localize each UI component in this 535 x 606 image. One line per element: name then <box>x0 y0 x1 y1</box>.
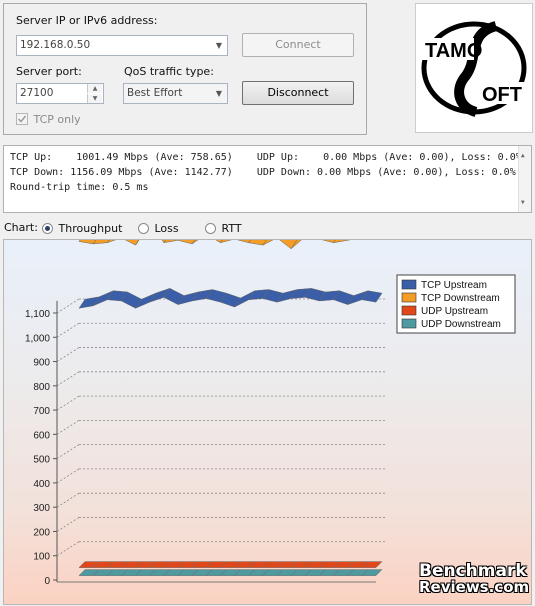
radio-throughput[interactable]: Throughput <box>42 221 122 235</box>
series-segment-1 <box>279 240 298 250</box>
radio-loss-label: Loss <box>154 221 179 235</box>
logo-text-bottom: OFT <box>482 84 522 106</box>
gridline-depth <box>56 347 80 362</box>
stats-scrollbar[interactable]: ▲ ▼ <box>518 146 531 212</box>
series-segment-1 <box>248 240 267 246</box>
series-segment-1 <box>333 240 349 244</box>
y-tick-label: 1,000 <box>25 333 50 344</box>
watermark-line-1: Benchmark <box>419 561 527 581</box>
tcp-only-checkbox[interactable]: TCP only <box>16 112 136 126</box>
series-segment-1 <box>106 240 116 244</box>
y-tick-label: 100 <box>33 552 50 563</box>
check-icon <box>17 115 27 123</box>
stats-line-1: TCP Up: 1001.49 Mbps (Ave: 758.65) UDP U… <box>10 152 522 163</box>
y-tick-label: 200 <box>33 527 50 538</box>
stats-line-3: Round-trip time: 0.5 ms <box>10 182 149 193</box>
series-segment-1 <box>237 240 251 243</box>
radio-button-icon[interactable] <box>205 222 216 234</box>
radio-rtt[interactable]: RTT <box>205 221 242 235</box>
y-tick-label: 400 <box>33 479 50 490</box>
connection-panel: Server IP or IPv6 address: 192.168.0.50 … <box>3 3 367 135</box>
chevron-down-icon[interactable]: ▼ <box>215 41 223 50</box>
connect-button[interactable]: Connect <box>242 33 354 57</box>
stats-line-2: TCP Down: 1156.09 Mbps (Ave: 1142.77) UD… <box>10 167 516 178</box>
gridline-depth <box>56 541 80 557</box>
legend-swatch <box>401 305 417 316</box>
series-segment-1 <box>163 240 179 244</box>
gridline-depth <box>56 468 80 484</box>
legend-swatch <box>401 318 417 329</box>
y-tick-label: 600 <box>33 430 50 441</box>
watermark-line-2: Reviews.com <box>419 578 530 596</box>
legend-swatch <box>401 292 417 303</box>
server-port-value: 27100 <box>20 87 54 99</box>
gridline-depth <box>56 395 80 411</box>
series-segment-2 <box>361 561 383 568</box>
gridline-depth <box>56 517 80 532</box>
y-tick-label: 0 <box>44 576 50 587</box>
chart-label: Chart: <box>4 221 38 234</box>
gridline-depth <box>56 444 80 459</box>
legend-label: TCP Downstream <box>421 293 500 304</box>
gridline-depth <box>56 371 80 387</box>
series-segment-1 <box>262 240 274 246</box>
scroll-up-icon[interactable]: ▲ <box>521 152 525 159</box>
throughput-chart: 0 100 200 300 400 500 600 700 800 900 1,000 1,100 TC… <box>3 239 532 605</box>
server-address-value: 192.168.0.50 <box>20 39 91 51</box>
y-tick-label: 1,100 <box>25 309 50 320</box>
scroll-down-icon[interactable]: ▼ <box>521 199 525 206</box>
y-tick-label: 800 <box>33 382 50 393</box>
series-segment-1 <box>135 240 140 246</box>
gridline-depth <box>56 322 80 338</box>
series-segment-1 <box>322 240 336 243</box>
series-segment-1 <box>191 240 199 245</box>
qos-label: QoS traffic type: <box>124 65 214 78</box>
legend-swatch <box>401 279 417 290</box>
tamosoft-logo: TAMO OFT <box>415 3 533 133</box>
series-segment-1 <box>78 240 97 245</box>
qos-select[interactable]: Best Effort ▼ <box>123 83 228 104</box>
radio-button-icon[interactable] <box>42 222 53 234</box>
legend-label: TCP Upstream <box>421 280 487 291</box>
y-tick-label: 700 <box>33 406 50 417</box>
series-segment-1 <box>219 240 232 244</box>
radio-throughput-label: Throughput <box>58 221 123 235</box>
chart-selector: Chart: <box>4 221 38 235</box>
chart-legend <box>396 274 516 334</box>
series-segment-0 <box>361 290 383 303</box>
checkbox-box[interactable] <box>16 113 28 125</box>
series-segment-3 <box>361 569 383 576</box>
statistics-panel: TCP Up: 1001.49 Mbps (Ave: 758.65) UDP U… <box>3 145 532 213</box>
qos-value: Best Effort <box>127 87 183 99</box>
legend-label: UDP Downstream <box>421 319 501 330</box>
server-address-label: Server IP or IPv6 address: <box>16 14 158 27</box>
y-tick-label: 500 <box>33 455 50 466</box>
logo-text-top: TAMO <box>425 40 482 62</box>
y-tick-label: 300 <box>33 503 50 514</box>
series-segment-1 <box>92 240 110 245</box>
chevron-down-icon[interactable]: ▼ <box>215 89 223 98</box>
radio-loss[interactable]: Loss <box>138 221 179 235</box>
series-segment-1 <box>161 240 166 244</box>
tcp-only-label: TCP only <box>33 112 81 126</box>
series-segment-1 <box>177 240 196 245</box>
gridline-depth <box>56 298 80 314</box>
gridline-depth <box>56 492 80 508</box>
disconnect-button[interactable]: Disconnect <box>242 81 354 105</box>
spin-down-icon[interactable]: ▼ <box>87 94 102 103</box>
server-port-stepper[interactable]: 27100 ▲ ▼ <box>16 83 104 104</box>
radio-button-icon[interactable] <box>138 222 149 234</box>
radio-rtt-label: RTT <box>221 221 242 235</box>
server-address-combo[interactable]: 192.168.0.50 ▼ <box>16 35 228 56</box>
gridline-depth <box>56 420 80 435</box>
y-tick-label: 900 <box>33 358 50 369</box>
legend-label: UDP Upstream <box>421 306 488 317</box>
tamosoft-logo-graphic: TAMO OFT <box>421 21 528 117</box>
throughput-chart-svg: 0 100 200 300 400 500 600 700 800 900 1,000 1,100 TC… <box>25 240 516 587</box>
server-port-label: Server port: <box>16 65 82 78</box>
series-segment-1 <box>125 240 140 246</box>
spin-up-icon[interactable]: ▲ <box>87 84 102 93</box>
series-segment-1 <box>290 240 302 249</box>
